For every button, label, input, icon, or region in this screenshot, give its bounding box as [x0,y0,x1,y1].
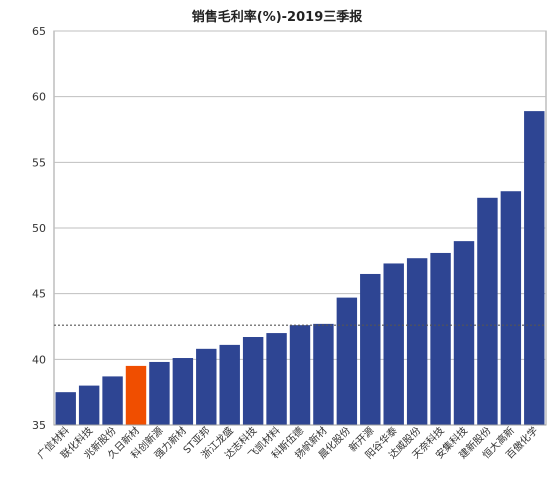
bar [430,252,451,425]
bar [313,323,334,425]
bar [78,385,100,425]
bar-highlighted [125,365,147,425]
bar [102,376,123,425]
bar [172,358,194,425]
y-tick-label: 45 [32,288,46,301]
bar [500,191,522,425]
y-tick-label: 40 [32,353,46,366]
bar [219,344,240,425]
y-tick-label: 60 [32,91,46,104]
bar [55,392,76,425]
y-tick-label: 65 [32,25,46,38]
bar [406,258,428,425]
bar [524,111,545,425]
bar [149,361,170,425]
bar [477,197,498,425]
y-tick-label: 55 [32,156,46,169]
chart-title: 销售毛利率(%)-2019三季报 [191,10,363,25]
y-tick-label: 35 [32,419,46,432]
bar [289,325,311,425]
bar [242,337,264,425]
bar [266,333,287,425]
bar [360,273,381,425]
bar [336,297,358,425]
bar [453,241,475,425]
bar [383,263,404,425]
y-tick-label: 50 [32,222,46,235]
bar [196,348,217,425]
